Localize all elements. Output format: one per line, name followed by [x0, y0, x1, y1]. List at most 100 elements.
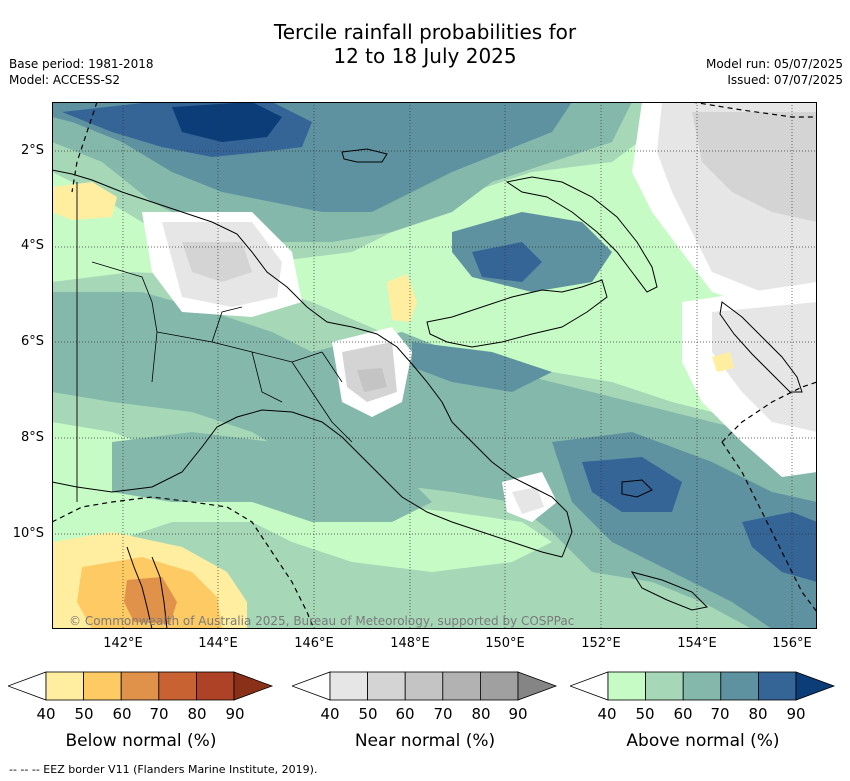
colorbar-1-box-2	[404, 671, 444, 701]
near-normal-region-central-grey2	[357, 368, 387, 392]
below-tick-50: 50	[74, 705, 94, 723]
graticule	[52, 102, 817, 629]
colorbar-0-box-3	[158, 671, 197, 701]
above-70-region-centre	[412, 342, 552, 392]
below-tick-70: 70	[149, 705, 169, 723]
above-tick-50: 50	[635, 705, 655, 723]
coastlines	[52, 148, 803, 629]
lat-label-6s: 6°S	[20, 334, 44, 349]
lat-label-8s: 8°S	[20, 430, 44, 445]
colorbar-above-title: Above normal (%)	[626, 731, 780, 751]
lon-label-142e: 142°E	[103, 636, 143, 651]
new-britain-coast	[426, 279, 608, 348]
new-guinea-coast-south	[52, 409, 563, 558]
colorbar-near-normal-svg	[290, 671, 558, 701]
colorbar-below-normal-svg	[6, 671, 274, 701]
colorbar-1-box-4	[479, 671, 519, 701]
lat-label-2s: 2°S	[20, 143, 44, 158]
lon-label-148e: 148°E	[390, 636, 430, 651]
colorbar-0-box-1	[83, 671, 122, 701]
colorbar-below-title: Below normal (%)	[65, 731, 217, 751]
lon-label-156e: 156°E	[772, 636, 812, 651]
base-period: Base period: 1981-2018	[9, 57, 154, 71]
provincial-borders	[91, 261, 353, 443]
below-tick-60: 60	[112, 705, 132, 723]
colorbar-1-box-1	[367, 671, 406, 701]
near-tick-70: 70	[433, 705, 453, 723]
meta-left: Base period: 1981-2018 Model: ACCESS-S2	[9, 56, 154, 88]
colorbar-above-normal-svg	[568, 671, 836, 701]
colorbar-2-box-2	[682, 671, 722, 701]
colorbar-1-box-3	[442, 671, 481, 701]
lon-label-152e: 152°E	[581, 636, 621, 651]
colorbar-2-box-0	[607, 671, 646, 701]
below-normal-region-northwest	[52, 182, 117, 220]
below-normal-region-central	[387, 274, 417, 322]
below-normal-60-region-south	[124, 577, 177, 624]
cape-york-coast-2	[151, 556, 168, 629]
above-tick-60: 60	[673, 705, 693, 723]
above-90-region-north	[172, 102, 282, 142]
colorbar-1-over-triangle	[517, 671, 558, 701]
below-tick-40: 40	[36, 705, 56, 723]
near-normal-region-solomon-small-grey	[512, 487, 544, 514]
lon-label-150e: 150°E	[485, 636, 525, 651]
new-guinea-coast-north	[52, 169, 453, 423]
above-tick-70: 70	[710, 705, 730, 723]
colorbar-near-normal	[290, 671, 558, 705]
colorbar-0-box-0	[45, 671, 84, 701]
issued-date: Issued: 07/07/2025	[727, 73, 843, 87]
colorbar-above-normal	[568, 671, 836, 705]
colorbar-1-under-triangle	[290, 671, 331, 701]
below-tick-90: 90	[225, 705, 245, 723]
above-tick-40: 40	[597, 705, 617, 723]
colorbar-0-box-4	[195, 671, 235, 701]
title-line-2: 12 to 18 July 2025	[333, 44, 517, 68]
eez-borders	[52, 102, 817, 629]
below-tick-80: 80	[187, 705, 207, 723]
new-ireland-coast	[505, 176, 658, 293]
papuan-peninsula	[451, 421, 573, 558]
d-entrecasteaux-islands	[621, 479, 653, 498]
model-run: Model run: 05/07/2025	[705, 57, 843, 71]
near-normal-region-northeast-grey2	[692, 112, 817, 222]
lat-label-10s: 10°S	[12, 526, 44, 541]
colorbar-0-box-2	[120, 671, 160, 701]
below-normal-region-east	[712, 352, 734, 372]
map-frame	[52, 102, 817, 629]
title-line-1: Tercile rainfall probabilities for	[273, 20, 577, 44]
copyright-notice: © Commonwealth of Australia 2025, Bureau…	[69, 614, 575, 628]
eez-footnote: -- -- -- EEZ border V11 (Flanders Marine…	[9, 763, 318, 776]
map-title: Tercile rainfall probabilities for 12 to…	[0, 20, 850, 68]
above-tick-90: 90	[786, 705, 806, 723]
model-name: Model: ACCESS-S2	[9, 73, 121, 87]
colorbar-2-over-triangle	[795, 671, 836, 701]
map-canvas	[52, 102, 817, 629]
lon-label-146e: 146°E	[294, 636, 334, 651]
near-tick-80: 80	[471, 705, 491, 723]
probability-map	[52, 102, 817, 629]
near-tick-40: 40	[320, 705, 340, 723]
lon-label-144e: 144°E	[198, 636, 238, 651]
near-tick-60: 60	[395, 705, 415, 723]
meta-right: Model run: 05/07/2025 Issued: 07/07/2025	[706, 56, 843, 88]
colorbar-2-under-triangle	[568, 671, 609, 701]
lon-label-154e: 154°E	[677, 636, 717, 651]
above-80-region-bismarck	[472, 242, 542, 282]
bougainville-coast	[719, 301, 803, 393]
colorbar-0-under-triangle	[6, 671, 47, 701]
colorbar-near-title: Near normal (%)	[354, 731, 496, 751]
colorbar-1-box-0	[329, 671, 368, 701]
near-normal-region-west-grey2	[182, 242, 252, 282]
above-60-region-south	[112, 432, 432, 522]
near-tick-50: 50	[358, 705, 378, 723]
colorbar-2-box-1	[645, 671, 684, 701]
lat-label-4s: 4°S	[20, 238, 44, 253]
colorbar-below-normal	[6, 671, 274, 705]
manus-island-coast	[341, 148, 388, 163]
louisiade-islands	[630, 571, 709, 611]
above-tick-80: 80	[748, 705, 768, 723]
cape-york-coast	[126, 546, 153, 629]
colorbar-0-over-triangle	[233, 671, 274, 701]
colorbar-2-box-4	[757, 671, 797, 701]
